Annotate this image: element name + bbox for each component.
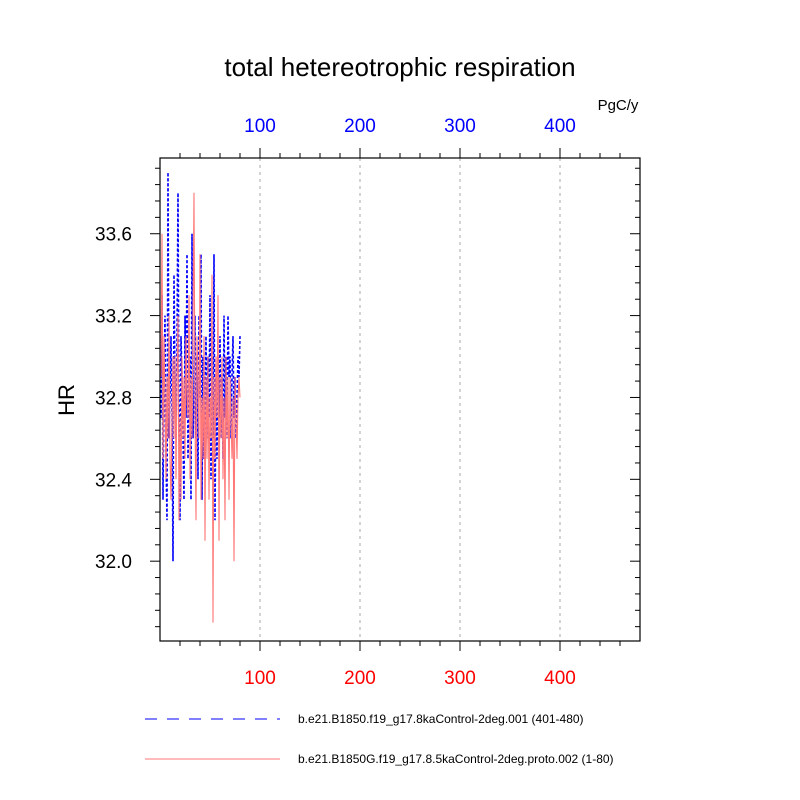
y-axis-title: HR — [54, 384, 79, 416]
axes: 100 100 200 200 300 300 400 400 32.0 32.4 32.8 33.2… — [95, 116, 641, 689]
y-tick-label: 32.8 — [95, 388, 132, 409]
series-line-2 — [160, 192, 241, 623]
top-x-tick-label: 200 — [344, 116, 376, 137]
legend-label-1: b.e21.B1850.f19_g17.8kaControl-2deg.001 … — [298, 712, 584, 726]
series-layer — [160, 172, 241, 623]
units-label: PgC/y — [598, 97, 639, 114]
y-tick-label: 33.2 — [95, 307, 132, 328]
y-tick-label: 32.0 — [95, 552, 132, 573]
legend-label-2: b.e21.B1850G.f19_g17.8.5kaControl-2deg.p… — [298, 752, 614, 766]
chart-title: total hetereotrophic respiration — [224, 52, 575, 82]
bottom-x-tick-label: 400 — [544, 668, 576, 689]
x-grid — [259, 158, 561, 641]
bottom-x-tick-label: 100 — [244, 668, 276, 689]
top-x-tick-label: 100 — [244, 116, 276, 137]
y-tick-label: 33.6 — [95, 225, 132, 246]
top-x-tick-label: 400 — [544, 116, 576, 137]
bottom-x-tick-label: 300 — [444, 668, 476, 689]
legend: b.e21.B1850.f19_g17.8kaControl-2deg.001 … — [145, 712, 614, 766]
bottom-x-tick-label: 200 — [344, 668, 376, 689]
top-x-tick-label: 300 — [444, 116, 476, 137]
y-tick-label: 32.4 — [95, 470, 132, 491]
